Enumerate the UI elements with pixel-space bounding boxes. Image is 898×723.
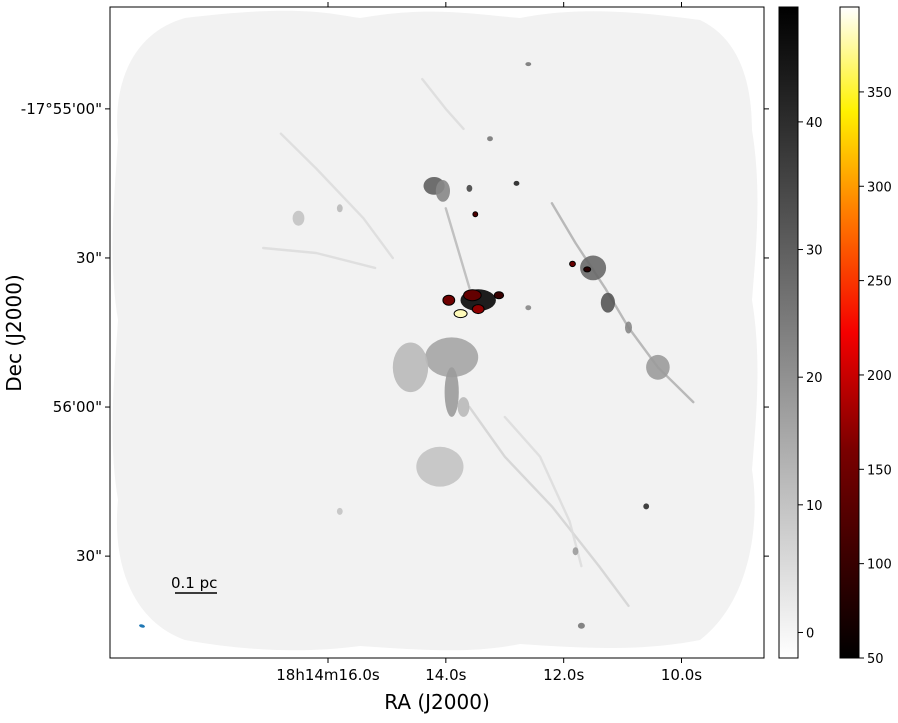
emission-feature <box>580 255 607 281</box>
colorbar-tick-label: 350 <box>867 86 892 101</box>
x-tick-label: 12.0s <box>543 666 584 684</box>
emission-feature <box>577 622 585 629</box>
colorbar-tick-label: 200 <box>867 369 892 384</box>
hot-colorbar <box>839 6 860 659</box>
filament <box>503 415 583 568</box>
filament <box>444 207 471 289</box>
emission-feature <box>457 397 470 417</box>
colorbar-tick-label: 250 <box>867 275 892 290</box>
colorbar-tick-label: 100 <box>867 558 892 573</box>
filament <box>421 77 465 130</box>
emission-feature <box>392 342 429 393</box>
plot-frame <box>109 6 765 659</box>
emission-feature <box>487 136 493 142</box>
scalebar-label: 0.1 pc <box>171 574 217 592</box>
mosaic-footprint <box>112 10 758 651</box>
colorbar-tick-label: 300 <box>867 180 892 195</box>
colorbar-tick-label: 40 <box>806 116 823 131</box>
dense-core <box>442 294 456 306</box>
emission-feature <box>444 367 459 417</box>
emission-feature <box>416 446 464 487</box>
emission-feature <box>525 62 532 67</box>
colorbar-tick-label: 0 <box>806 626 814 641</box>
dense-core <box>569 260 576 268</box>
beam-ellipse <box>139 624 145 628</box>
x-axis-label: RA (J2000) <box>384 690 490 714</box>
emission-feature <box>435 180 450 202</box>
emission-feature <box>646 354 670 380</box>
colorbar-tick-label: 150 <box>867 463 892 478</box>
x-axis-ticks: 18h14m16.0s 14.0s 12.0s 10.0s <box>276 2 702 684</box>
x-tick-label: 18h14m16.0s <box>276 666 380 684</box>
emission-feature <box>292 210 305 226</box>
dense-core <box>453 309 468 319</box>
emission-feature <box>336 507 343 515</box>
colorbar-tick-label: 20 <box>806 371 823 386</box>
y-tick-label: 56'00" <box>53 398 102 416</box>
y-axis-label: Dec (J2000) <box>2 274 26 391</box>
dense-core <box>463 289 482 302</box>
emission-feature <box>643 503 650 510</box>
colorbar-tick-label: 10 <box>806 499 823 514</box>
emission-feature <box>466 184 473 192</box>
hot-emission-layer <box>442 211 592 319</box>
dense-core <box>471 304 485 315</box>
emission-feature <box>625 321 632 334</box>
y-tick-label: -17°55'00" <box>21 100 102 118</box>
y-tick-label: 30" <box>76 249 102 267</box>
hot-colorbar-ticks: 50 100 150 200 250 300 350 <box>859 86 892 667</box>
emission-feature <box>525 305 532 311</box>
dense-core <box>493 291 505 300</box>
gray-colorbar <box>778 6 799 659</box>
emission-feature <box>572 547 579 556</box>
y-axis-ticks: -17°55'00" 30" 56'00" 30" <box>21 100 769 565</box>
filament <box>468 405 630 607</box>
emission-feature <box>425 337 479 378</box>
emission-feature <box>513 180 520 186</box>
emission-feature <box>336 204 343 213</box>
x-tick-label: 14.0s <box>425 666 466 684</box>
y-tick-label: 30" <box>76 547 102 565</box>
filament <box>279 132 394 260</box>
gray-colorbar-ticks: 0 10 20 30 40 <box>798 116 823 641</box>
emission-feature <box>600 292 616 313</box>
filament <box>262 246 377 270</box>
dense-core <box>472 211 479 218</box>
colorbar-tick-label: 30 <box>806 244 823 259</box>
dense-core <box>583 266 592 273</box>
x-tick-label: 10.0s <box>661 666 702 684</box>
colorbar-tick-label: 50 <box>867 652 884 667</box>
